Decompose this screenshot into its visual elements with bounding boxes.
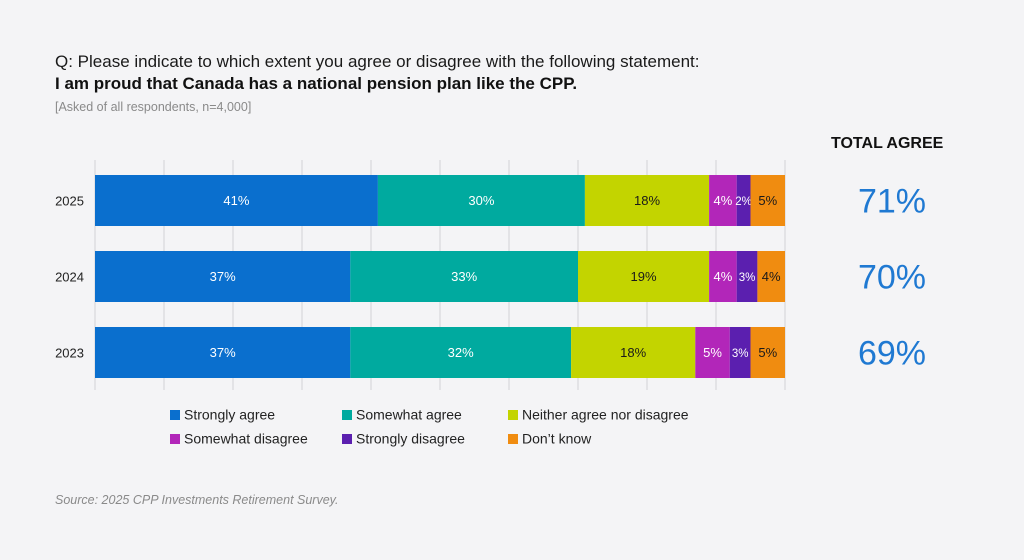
legend-label-1: Strongly agree <box>184 407 275 423</box>
legend-swatch-1 <box>170 410 180 420</box>
total-agree-value-2024: 70% <box>858 259 926 297</box>
bar-segment-2023-1 <box>95 327 351 378</box>
data-label-2025-3: 18% <box>634 193 660 208</box>
statement-text: I am proud that Canada has a national pe… <box>55 74 578 93</box>
bar-segment-2025-3 <box>584 175 710 226</box>
legend-label-6: Don’t know <box>522 431 592 447</box>
legend-swatch-5 <box>342 434 352 444</box>
bar-segment-2024-4 <box>709 251 737 302</box>
bar-segment-2024-1 <box>95 251 351 302</box>
data-label-2025-5: 2% <box>735 196 752 208</box>
total-agree-value-2023: 69% <box>858 335 926 373</box>
bar-segment-2023-6 <box>750 327 785 378</box>
legend-label-2: Somewhat agree <box>356 407 462 423</box>
data-label-2024-6: 4% <box>762 269 781 284</box>
bar-segment-2023-3 <box>571 327 696 378</box>
data-label-2025-4: 4% <box>714 193 733 208</box>
data-label-2023-6: 5% <box>758 345 777 360</box>
bar-segment-2024-6 <box>757 251 785 302</box>
bar-segment-2023-5 <box>729 327 751 378</box>
source-note: Source: 2025 CPP Investments Retirement … <box>55 493 339 507</box>
data-label-2023-2: 32% <box>448 345 474 360</box>
bar-segment-2025-2 <box>377 175 585 226</box>
legend-swatch-2 <box>342 410 352 420</box>
category-label-2025: 2025 <box>55 194 84 209</box>
category-label-2024: 2024 <box>55 270 84 285</box>
data-label-2024-5: 3% <box>739 272 756 284</box>
bar-segment-2024-2 <box>350 251 578 302</box>
bar-segment-2024-3 <box>578 251 710 302</box>
data-label-2024-2: 33% <box>451 269 477 284</box>
data-label-2023-1: 37% <box>210 345 236 360</box>
bar-segment-2025-1 <box>95 175 378 226</box>
data-label-2024-4: 4% <box>714 269 733 284</box>
data-label-2024-3: 19% <box>631 269 657 284</box>
bar-segment-2023-4 <box>695 327 730 378</box>
legend-label-5: Strongly disagree <box>356 431 465 447</box>
bar-segment-2023-2 <box>350 327 572 378</box>
data-label-2024-1: 37% <box>210 269 236 284</box>
data-label-2023-4: 5% <box>703 345 722 360</box>
bar-segment-2024-5 <box>736 251 758 302</box>
data-label-2025-6: 5% <box>758 193 777 208</box>
legend-swatch-4 <box>170 434 180 444</box>
legend-swatch-3 <box>508 410 518 420</box>
data-label-2025-1: 41% <box>223 193 249 208</box>
bar-segment-2025-5 <box>736 175 751 226</box>
total-agree-value-2025: 71% <box>858 183 926 221</box>
bar-segment-2025-6 <box>750 175 785 226</box>
legend-swatch-6 <box>508 434 518 444</box>
legend-label-4: Somewhat disagree <box>184 431 308 447</box>
total-agree-title: TOTAL AGREE <box>831 135 944 152</box>
legend-label-3: Neither agree nor disagree <box>522 407 689 423</box>
data-label-2023-3: 18% <box>620 345 646 360</box>
question-text: Q: Please indicate to which extent you a… <box>55 52 700 71</box>
data-label-2025-2: 30% <box>468 193 494 208</box>
data-label-2023-5: 3% <box>732 348 749 360</box>
category-label-2023: 2023 <box>55 346 84 361</box>
respondents-note: [Asked of all respondents, n=4,000] <box>55 100 252 114</box>
bar-segment-2025-4 <box>709 175 737 226</box>
